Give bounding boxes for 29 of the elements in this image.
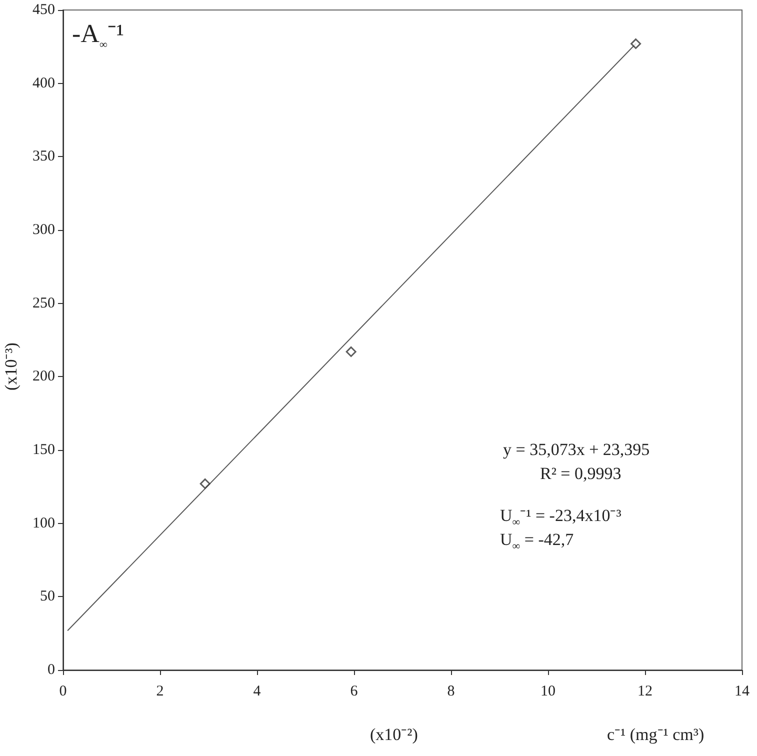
text: c⁻¹ (mg⁻¹ cm³)	[607, 724, 704, 745]
point	[630, 38, 642, 49]
y-tick-label: 0	[48, 662, 55, 678]
y-tick-label: 300	[32, 222, 55, 238]
y-tick-label: 450	[32, 2, 55, 18]
annotation: -A$_{∞}$⁻¹	[72, 18, 124, 52]
y-tick-label: 350	[32, 148, 55, 165]
annotation: R² = 0,9993	[540, 464, 622, 484]
y-axis-title: (x10⁻³)	[0, 342, 22, 390]
point	[346, 346, 356, 357]
x-tick-label: 2	[156, 684, 164, 700]
x-tick-label: 6	[350, 684, 358, 700]
x-tick-label: 4	[253, 684, 262, 700]
y-tick-label: 100	[32, 515, 55, 532]
x-tick-label: 0	[59, 684, 67, 700]
x-tick-label: 10	[540, 684, 556, 700]
annotation: y = 35,073x + 23,395	[503, 440, 650, 460]
point	[200, 478, 210, 489]
y-tick-label: 200	[32, 368, 55, 385]
annotation: U$_{∞}$ = -42,7	[500, 530, 574, 552]
y-tick-label: 50	[40, 588, 55, 605]
x-tick-label: 12	[638, 684, 652, 700]
y-tick-label: 250	[32, 295, 55, 312]
y-tick-label: 400	[32, 75, 55, 92]
y-tick-label: 150	[32, 442, 55, 458]
x-tick-label: 8	[447, 684, 455, 700]
annotation: U$_{∞}$⁻¹ = -23,4x10⁻³	[500, 505, 622, 528]
x-tick-label: 14	[734, 684, 750, 700]
x-axis-title: (x10⁻²)	[370, 724, 418, 745]
